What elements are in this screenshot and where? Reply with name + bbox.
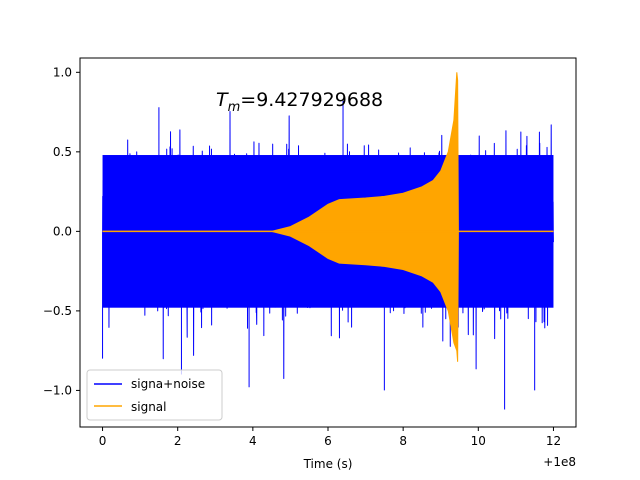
y-tick-label: 0.5 [53, 145, 72, 159]
x-tick-label: 12 [546, 434, 561, 448]
annotation-value: =9.427929688 [240, 89, 383, 111]
x-axis-label: Time (s) [303, 457, 353, 471]
y-tick-label: −0.5 [43, 304, 72, 318]
x-tick-label: 6 [324, 434, 332, 448]
x-tick-label: 2 [174, 434, 182, 448]
annotation-base: T [216, 89, 229, 111]
legend-label-signa-noise: signa+noise [131, 377, 205, 391]
x-axis: 0 2 4 6 8 10 12 [99, 427, 561, 448]
y-tick-label: 1.0 [53, 65, 72, 79]
x-axis-offset-label: +1e8 [543, 455, 576, 469]
legend-box [86, 369, 223, 421]
annotation-tm: Tm=9.427929688 [216, 89, 383, 115]
x-tick-label: 0 [99, 434, 107, 448]
legend-label-signal: signal [131, 400, 167, 414]
y-tick-label: −1.0 [43, 383, 72, 397]
annotation-subscript: m [228, 100, 241, 115]
x-tick-label: 4 [249, 434, 257, 448]
x-tick-label: 10 [471, 434, 486, 448]
y-axis: −1.0 −0.5 0.0 0.5 1.0 [43, 65, 80, 397]
y-tick-label: 0.0 [53, 224, 72, 238]
legend: signa+noise signal [86, 369, 223, 421]
x-tick-label: 8 [399, 434, 407, 448]
series-signal [102, 72, 554, 362]
plot-area [102, 72, 554, 410]
